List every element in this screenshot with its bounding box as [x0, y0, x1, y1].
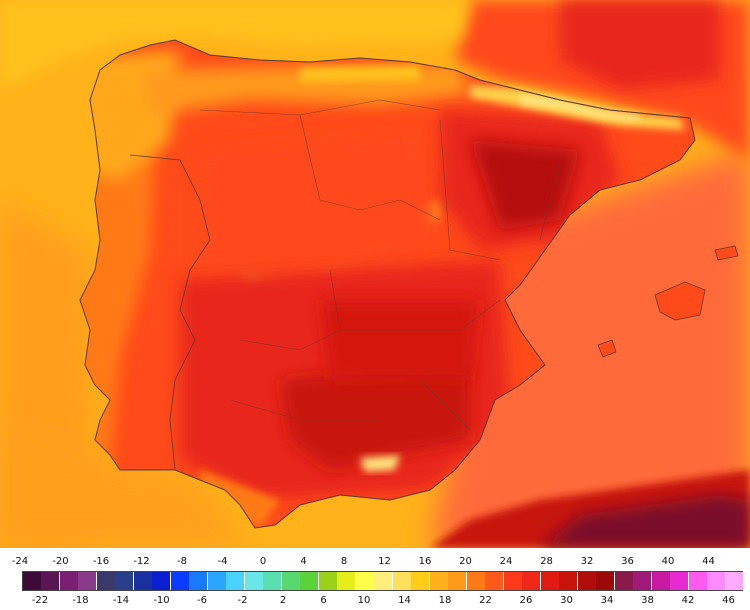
legend-lower-label: 38 [641, 595, 654, 606]
legend-swatch [485, 572, 505, 590]
legend-upper-label: -4 [217, 556, 228, 567]
legend-lower-label: 22 [479, 595, 492, 606]
legend-upper-label: 40 [661, 556, 675, 567]
legend-upper-label: -12 [133, 556, 150, 567]
france-border [454, 69, 691, 119]
legend-upper-label: 32 [580, 556, 594, 567]
legend-swatch [411, 572, 431, 590]
legend-lower-label: -10 [153, 595, 170, 606]
sierra-nevada-cool [360, 455, 400, 472]
legend-lower-label: 26 [519, 595, 533, 606]
menorca [714, 245, 739, 261]
legend-lower-label: 18 [438, 595, 452, 606]
legend-upper-label: 20 [459, 556, 472, 567]
portugal-border [129, 154, 211, 471]
legend-lower-label: 2 [279, 595, 287, 606]
legend-lower-label: -2 [237, 595, 248, 606]
legend-swatch [115, 572, 135, 590]
legend-swatch [41, 572, 61, 590]
legend-upper-label: -20 [52, 556, 69, 567]
legend-swatch [559, 572, 579, 590]
legend-swatch [540, 572, 560, 590]
cantabrian-peaks [300, 66, 420, 82]
legend-swatch [133, 572, 153, 590]
legend-lower-label: -6 [197, 595, 207, 606]
legend-lower-label: 10 [357, 595, 371, 606]
legend-upper-label: -8 [177, 556, 187, 567]
legend-upper-label: 24 [499, 556, 513, 567]
legend-swatch [466, 572, 486, 590]
legend-swatch [429, 572, 449, 590]
legend-swatch [577, 572, 597, 590]
legend-swatch [152, 572, 172, 590]
legend-swatch [651, 572, 671, 590]
meseta-hot [200, 130, 440, 290]
legend-swatch [244, 572, 264, 590]
legend-swatch [670, 572, 690, 590]
legend-swatch [374, 572, 394, 590]
legend-swatch [318, 572, 338, 590]
legend-swatch [23, 572, 42, 590]
southwest-coast-mild [200, 470, 280, 528]
pyrenees-peaks [520, 95, 640, 120]
legend-swatch [281, 572, 301, 590]
legend-swatch [189, 572, 209, 590]
atlantic-sea-south [0, 420, 250, 548]
legend-upper-label: 28 [540, 556, 553, 567]
legend-swatch [392, 572, 412, 590]
legend-swatch [226, 572, 246, 590]
legend-swatch [503, 572, 523, 590]
legend-swatch [300, 572, 320, 590]
legend-swatch [337, 572, 357, 590]
legend-swatch [688, 572, 708, 590]
north-africa-extreme [540, 495, 750, 548]
legend-lower-label: 46 [722, 595, 735, 606]
legend-upper-label: 16 [418, 556, 432, 567]
ebro-valley-extreme [470, 140, 580, 230]
legend-lower-label: 42 [681, 595, 695, 606]
legend-upper-label: 36 [621, 556, 634, 567]
france-hot-zone [560, 0, 720, 90]
legend-lower-label: -22 [31, 595, 49, 606]
legend-swatch [96, 572, 116, 590]
legend-upper-label: 12 [378, 556, 391, 567]
legend-upper-label: 0 [259, 556, 267, 567]
map-canvas [0, 0, 750, 548]
legend-lower-label: 14 [398, 595, 411, 606]
legend-upper-label: 44 [702, 556, 715, 567]
legend-swatch [207, 572, 227, 590]
legend-color-bar [22, 571, 745, 591]
legend-swatch [448, 572, 468, 590]
regional-borders [199, 99, 561, 431]
legend-swatch [355, 572, 375, 590]
legend-lower-label: 6 [320, 595, 327, 606]
legend-lower-label: 34 [600, 595, 614, 606]
legend-swatch [263, 572, 283, 590]
legend-swatch [59, 572, 79, 590]
legend-swatch [707, 572, 726, 590]
la-mancha-very-hot [320, 300, 480, 380]
legend-upper-label: 4 [300, 556, 307, 567]
temperature-legend: -24 -20 -16 -12 -8 -4 0 4 8 12 16 20 24 28 32 36 40 44 -22… [0, 548, 750, 610]
legend-swatch [78, 572, 98, 590]
legend-lower-label: 30 [560, 595, 573, 606]
guadalquivir-very-hot [280, 360, 470, 470]
legend-swatch [170, 572, 190, 590]
legend-swatch [725, 572, 745, 590]
legend-upper-label: 8 [340, 556, 348, 567]
legend-lower-label: -14 [112, 595, 130, 606]
ibiza [597, 339, 617, 358]
legend-swatch [614, 572, 634, 590]
mallorca [654, 281, 706, 321]
temperature-map [0, 0, 750, 548]
legend-swatch [596, 572, 616, 590]
gulf-cool-strip [0, 0, 470, 90]
legend-lower-label: -18 [72, 595, 89, 606]
legend-upper-label: -24 [11, 556, 29, 567]
legend-swatch [633, 572, 653, 590]
legend-swatch [522, 572, 542, 590]
legend-upper-label: -16 [92, 556, 110, 567]
